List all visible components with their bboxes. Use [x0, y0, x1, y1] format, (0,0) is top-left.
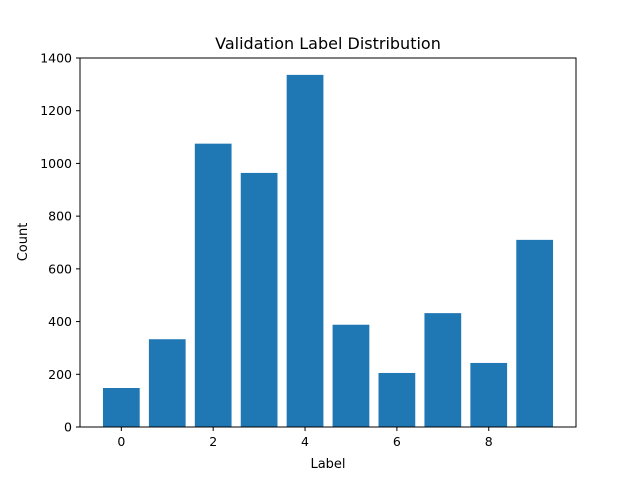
- bar-label-1: [148, 339, 186, 427]
- x-axis-label: Label: [310, 457, 345, 472]
- y-axis-label: Count: [16, 223, 31, 262]
- bar-label-2: [194, 143, 232, 428]
- bar-label-9: [516, 239, 554, 427]
- x-axis-ticks: 0 2 4 6 8: [117, 427, 493, 449]
- chart-title: Validation Label Distribution: [215, 34, 441, 53]
- y-tick-label: 0: [64, 420, 72, 435]
- y-tick-label: 1200: [40, 103, 72, 118]
- bar-label-7: [424, 313, 462, 427]
- x-tick-label: 4: [301, 434, 309, 449]
- x-tick-label: 8: [485, 434, 493, 449]
- y-tick-label: 1400: [40, 51, 72, 66]
- y-axis-ticks: 0 200 400 600 800 1000 1200 1400: [40, 51, 80, 435]
- x-tick-label: 0: [117, 434, 125, 449]
- bars-group: [102, 74, 554, 428]
- bar-label-0: [102, 387, 140, 427]
- bar-label-4: [286, 74, 324, 428]
- y-tick-label: 800: [48, 209, 72, 224]
- bar-label-3: [240, 172, 278, 427]
- bar-label-6: [378, 372, 416, 427]
- bar-label-8: [470, 362, 508, 427]
- bar-label-5: [332, 324, 370, 427]
- y-tick-label: 200: [48, 367, 72, 382]
- x-tick-label: 6: [393, 434, 401, 449]
- plot-frame: [79, 57, 577, 428]
- x-tick-label: 2: [209, 434, 217, 449]
- y-tick-label: 1000: [40, 156, 72, 171]
- y-tick-label: 600: [48, 261, 72, 276]
- y-tick-label: 400: [48, 314, 72, 329]
